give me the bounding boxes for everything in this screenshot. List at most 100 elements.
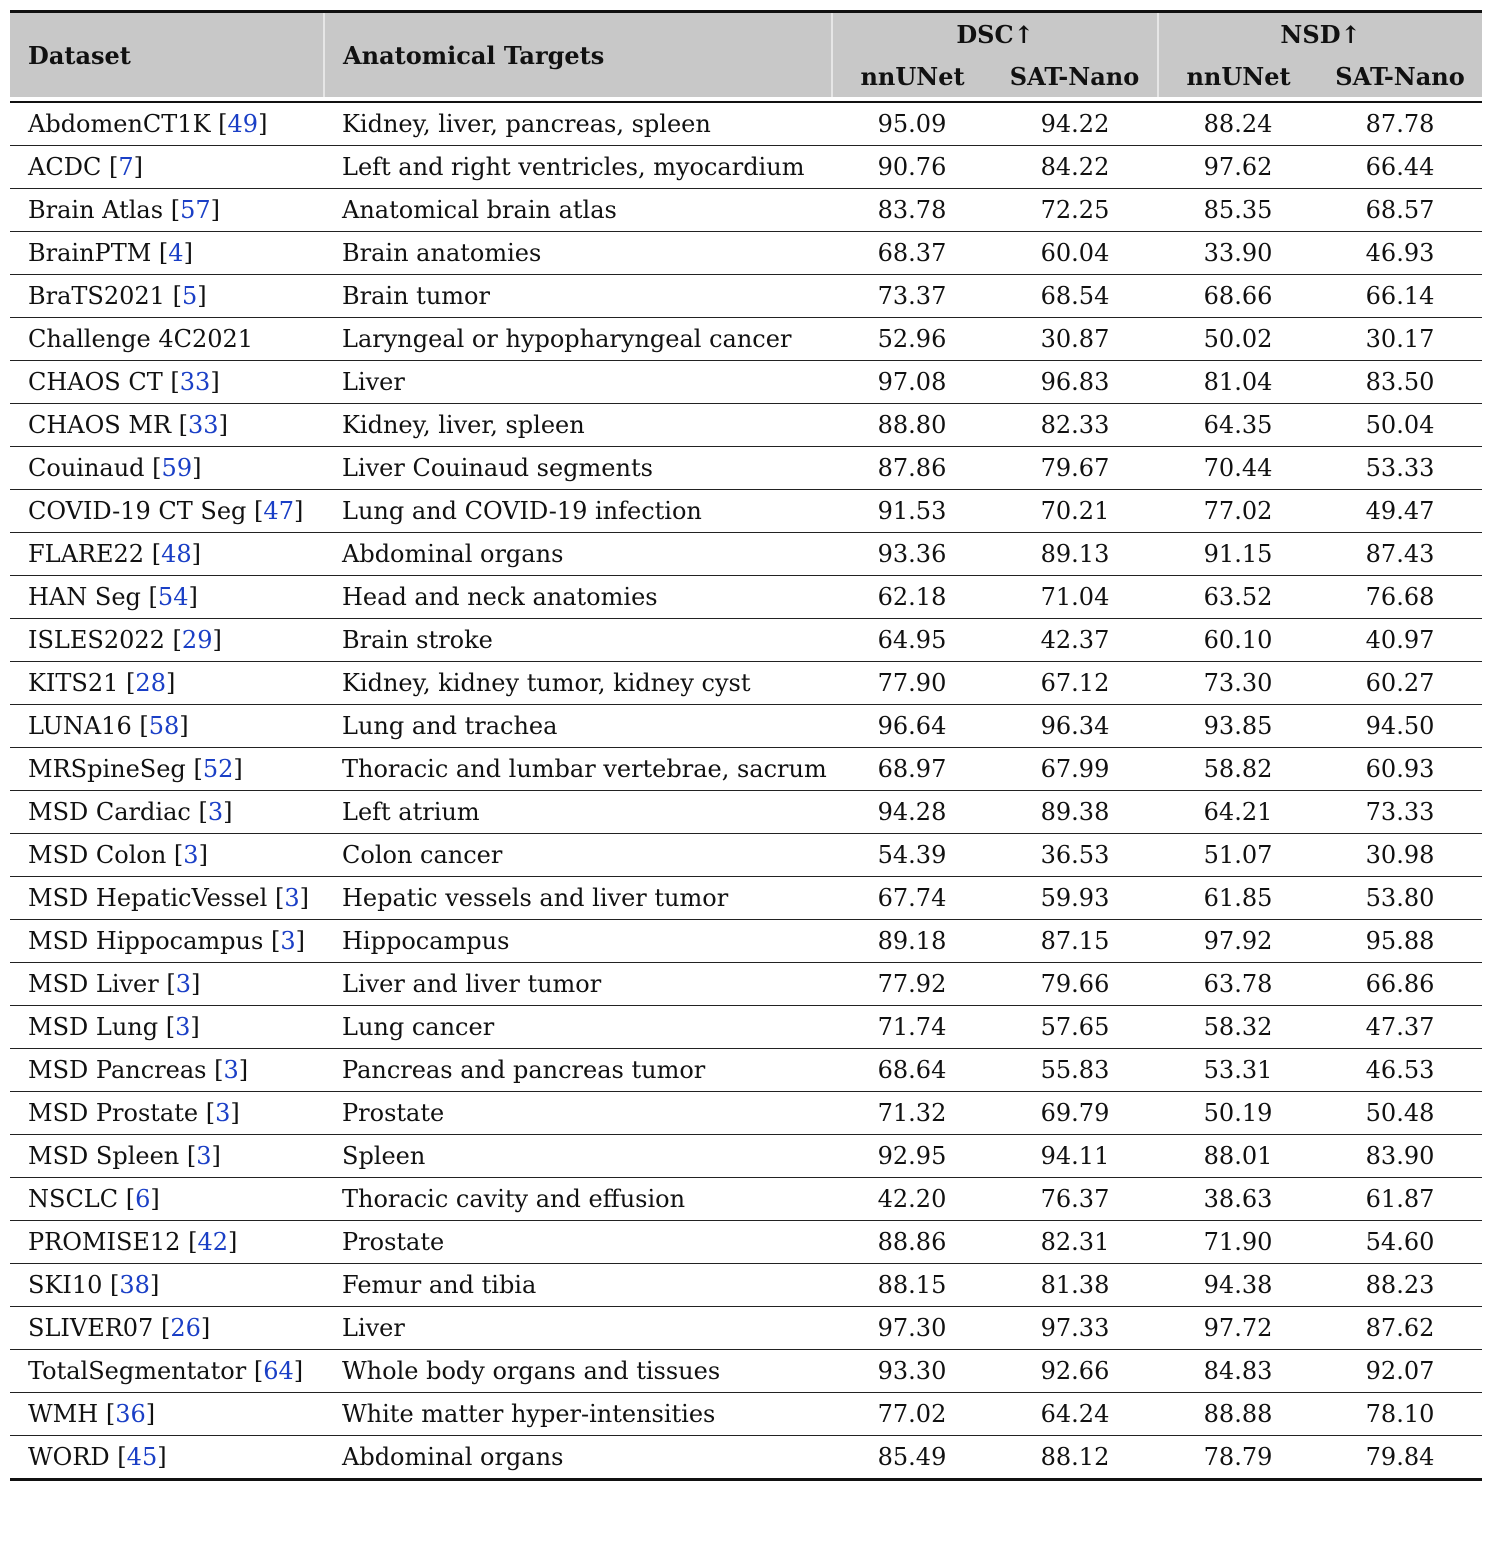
dataset-cell: AbdomenCT1K [49] xyxy=(10,102,324,146)
targets-cell: Femur and tibia xyxy=(324,1263,832,1307)
dsc-nnunet-cell: 83.78 xyxy=(832,188,992,232)
citation-link[interactable]: 3 xyxy=(223,1056,239,1084)
nsd-nnunet-cell: 77.02 xyxy=(1158,489,1319,533)
dsc-satnano-cell: 94.22 xyxy=(992,102,1159,146)
dataset-cell: PROMISE12 [42] xyxy=(10,1220,324,1264)
citation: [3] xyxy=(186,1142,221,1170)
citation: [57] xyxy=(170,196,220,224)
citation-link[interactable]: 3 xyxy=(207,798,224,826)
dsc-nnunet-cell: 68.37 xyxy=(832,231,992,275)
dsc-nnunet-cell: 93.36 xyxy=(832,532,992,576)
dataset-name: ACDC xyxy=(28,153,102,181)
citation-link[interactable]: 7 xyxy=(118,153,134,181)
citation-link[interactable]: 3 xyxy=(175,1013,191,1041)
citation-link[interactable]: 48 xyxy=(161,540,192,568)
dsc-satnano-cell: 69.79 xyxy=(992,1091,1159,1135)
dsc-satnano-cell: 55.83 xyxy=(992,1048,1159,1092)
table-row: CHAOS MR [33] Kidney, liver, spleen 88.80 8… xyxy=(10,403,1483,447)
citation: [64] xyxy=(253,1357,304,1385)
citation-link[interactable]: 3 xyxy=(280,927,296,955)
dsc-satnano-cell: 82.31 xyxy=(992,1220,1159,1264)
header-dsc-group: DSC↑ xyxy=(830,11,1159,55)
citation-link[interactable]: 6 xyxy=(135,1185,151,1213)
nsd-nnunet-cell: 70.44 xyxy=(1158,446,1319,490)
citation: [7] xyxy=(108,153,143,181)
citation-link[interactable]: 59 xyxy=(161,454,193,482)
nsd-nnunet-cell: 71.90 xyxy=(1158,1220,1319,1264)
nsd-satnano-cell: 66.86 xyxy=(1318,962,1483,1006)
citation-link[interactable]: 4 xyxy=(168,239,184,267)
citation-link[interactable]: 42 xyxy=(197,1228,229,1256)
citation-link[interactable]: 3 xyxy=(175,970,192,998)
table-row: BraTS2021 [5] Brain tumor 73.37 68.54 68.66 6… xyxy=(10,274,1483,318)
dataset-name: CHAOS MR xyxy=(28,411,172,439)
dataset-cell: MSD Prostate [3] xyxy=(10,1091,324,1135)
citation-link[interactable]: 26 xyxy=(170,1314,201,1342)
citation-link[interactable]: 52 xyxy=(202,755,234,783)
targets-cell: White matter hyper-intensities xyxy=(324,1392,832,1436)
dsc-satnano-cell: 59.93 xyxy=(992,876,1159,920)
nsd-nnunet-cell: 91.15 xyxy=(1158,532,1319,576)
citation: [49] xyxy=(218,110,268,138)
dsc-satnano-cell: 82.33 xyxy=(992,403,1159,447)
table-row: Brain Atlas [57] Anatomical brain atlas 83… xyxy=(10,188,1483,232)
citation-link[interactable]: 47 xyxy=(263,497,294,525)
header-anatomical-targets: Anatomical Targets xyxy=(323,11,832,97)
targets-cell: Brain anatomies xyxy=(324,231,832,275)
dataset-name: LUNA16 xyxy=(28,712,132,740)
nsd-nnunet-cell: 85.35 xyxy=(1158,188,1319,232)
dataset-cell: MRSpineSeg [52] xyxy=(10,747,324,791)
citation-link[interactable]: 33 xyxy=(179,368,211,396)
nsd-satnano-cell: 87.78 xyxy=(1318,102,1483,146)
dsc-nnunet-cell: 62.18 xyxy=(832,575,992,619)
targets-cell: Anatomical brain atlas xyxy=(324,188,832,232)
nsd-nnunet-cell: 50.02 xyxy=(1158,317,1319,361)
table-row: MSD Hippocampus [3] Hippocampus 89.18 87.15… xyxy=(10,919,1483,963)
citation-link[interactable]: 64 xyxy=(263,1357,294,1385)
targets-cell: Colon cancer xyxy=(324,833,832,877)
dataset-cell: CHAOS CT [33] xyxy=(10,360,324,404)
nsd-nnunet-cell: 51.07 xyxy=(1158,833,1319,877)
dsc-nnunet-cell: 96.64 xyxy=(832,704,992,748)
citation-link[interactable]: 3 xyxy=(284,884,300,912)
targets-cell: Brain tumor xyxy=(324,274,832,318)
citation: [3] xyxy=(205,1099,240,1127)
citation-link[interactable]: 28 xyxy=(135,669,166,697)
nsd-nnunet-cell: 53.31 xyxy=(1158,1048,1319,1092)
citation-link[interactable]: 54 xyxy=(157,583,189,611)
citation-link[interactable]: 29 xyxy=(181,626,213,654)
citation-link[interactable]: 33 xyxy=(188,411,219,439)
targets-cell: Thoracic cavity and effusion xyxy=(324,1177,832,1221)
targets-cell: Lung cancer xyxy=(324,1005,832,1049)
nsd-satnano-cell: 87.62 xyxy=(1318,1306,1483,1350)
citation: [42] xyxy=(188,1228,238,1256)
dataset-name: WMH xyxy=(28,1400,99,1428)
results-table: Dataset Anatomical Targets DSC↑ NSD↑ nnU… xyxy=(10,10,1483,1481)
dataset-cell: TotalSegmentator [64] xyxy=(10,1349,324,1393)
table-row: MSD Colon [3] Colon cancer 54.39 36.53 51.07… xyxy=(10,833,1483,877)
targets-cell: Left and right ventricles, myocardium xyxy=(324,145,832,189)
nsd-nnunet-cell: 63.78 xyxy=(1158,962,1319,1006)
dsc-nnunet-cell: 54.39 xyxy=(832,833,992,877)
citation-link[interactable]: 45 xyxy=(126,1443,158,1471)
citation-link[interactable]: 36 xyxy=(115,1400,146,1428)
citation-link[interactable]: 5 xyxy=(181,282,198,310)
table-row: MSD HepaticVessel [3] Hepatic vessels and… xyxy=(10,876,1483,920)
targets-cell: Head and neck anatomies xyxy=(324,575,832,619)
citation-link[interactable]: 57 xyxy=(180,196,211,224)
citation: [29] xyxy=(172,626,222,654)
citation-link[interactable]: 3 xyxy=(183,841,199,869)
citation: [3] xyxy=(166,970,201,998)
dataset-name: FLARE22 xyxy=(28,540,145,568)
dataset-cell: HAN Seg [54] xyxy=(10,575,324,619)
dataset-name: MSD Prostate xyxy=(28,1099,199,1127)
dataset-cell: MSD Lung [3] xyxy=(10,1005,324,1049)
nsd-satnano-cell: 83.50 xyxy=(1318,360,1483,404)
citation-link[interactable]: 3 xyxy=(196,1142,212,1170)
table-row: MSD Prostate [3] Prostate 71.32 69.79 50.19 5… xyxy=(10,1091,1483,1135)
dataset-cell: CHAOS MR [33] xyxy=(10,403,324,447)
citation-link[interactable]: 38 xyxy=(119,1271,150,1299)
citation-link[interactable]: 58 xyxy=(148,712,180,740)
citation-link[interactable]: 49 xyxy=(227,110,259,138)
citation-link[interactable]: 3 xyxy=(215,1099,231,1127)
